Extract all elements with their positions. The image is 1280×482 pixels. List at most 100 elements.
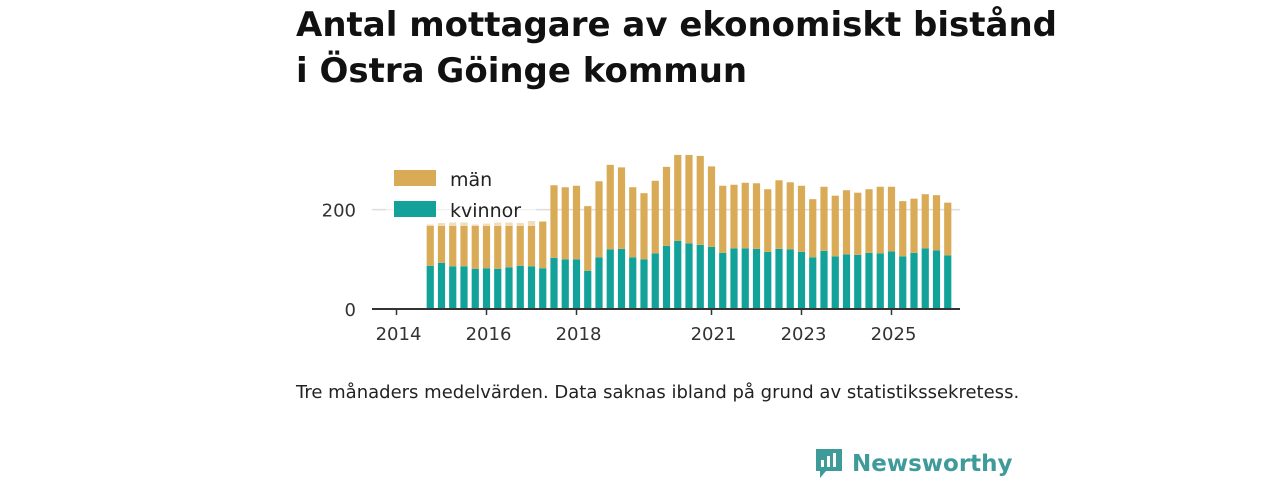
bar-man-2022-Q1 xyxy=(752,183,761,249)
bar-kvinnor-2025-Q1 xyxy=(887,251,896,309)
bar-kvinnor-2025-Q3 xyxy=(910,252,918,309)
bar-kvinnor-2019-Q2 xyxy=(629,257,637,309)
bar-man-2016-Q4 xyxy=(516,223,524,266)
bar-kvinnor-2017-Q3 xyxy=(550,257,558,309)
chart-title-line-1: Antal mottagare av ekonomiskt bistånd xyxy=(296,5,1057,45)
bar-man-2026-Q1 xyxy=(932,195,941,251)
bar-man-2015-Q4 xyxy=(471,224,479,269)
bar-man-2017-Q2 xyxy=(539,221,547,269)
bar-man-2019-Q3 xyxy=(640,193,648,260)
bar-man-2018-Q3 xyxy=(595,181,603,258)
bar-man-2021-Q4 xyxy=(741,182,749,249)
bar-kvinnor-2016-Q3 xyxy=(505,267,513,309)
bar-kvinnor-2021-Q2 xyxy=(719,252,727,309)
bar-kvinnor-2017-Q1 xyxy=(527,266,536,309)
bar-kvinnor-2023-Q2 xyxy=(809,257,817,309)
bar-chart: män kvinnor 0 200 2014 2016 2018 2021 2023 2025 xyxy=(322,154,960,345)
legend: män kvinnor xyxy=(386,160,536,226)
bar-man-2017-Q4 xyxy=(561,187,569,260)
bar-kvinnor-2015-Q3 xyxy=(460,266,468,309)
bar-man-2021-Q1 xyxy=(707,166,716,247)
bar-man-2024-Q2 xyxy=(854,192,862,255)
bar-man-2020-Q3 xyxy=(685,154,693,244)
legend-label-män: män xyxy=(450,169,492,191)
bar-man-2025-Q2 xyxy=(899,201,907,257)
bar-kvinnor-2017-Q4 xyxy=(561,259,569,309)
bars xyxy=(426,154,952,309)
bar-man-2023-Q2 xyxy=(809,199,817,258)
bar-man-2025-Q4 xyxy=(921,194,929,249)
bar-kvinnor-2026-Q1 xyxy=(932,250,941,309)
bar-man-2015-Q1 xyxy=(437,223,446,263)
bar-kvinnor-2015-Q2 xyxy=(449,266,457,309)
bar-kvinnor-2023-Q3 xyxy=(820,250,828,309)
bar-man-2020-Q2 xyxy=(674,154,682,241)
bar-kvinnor-2016-Q4 xyxy=(516,265,524,309)
brand-name: Newsworthy xyxy=(852,451,1013,477)
bar-man-2019-Q4 xyxy=(651,180,659,254)
bar-kvinnor-2023-Q4 xyxy=(831,256,839,309)
bar-man-2014-Q4 xyxy=(426,224,434,266)
bar-man-2015-Q3 xyxy=(460,222,468,267)
bar-kvinnor-2018-Q2 xyxy=(584,270,592,309)
bar-man-2021-Q2 xyxy=(719,185,727,253)
bar-man-2019-Q1 xyxy=(617,167,626,249)
bar-man-2025-Q1 xyxy=(887,186,896,252)
bar-man-2017-Q1 xyxy=(527,221,536,267)
bar-man-2023-Q4 xyxy=(831,195,839,257)
bar-kvinnor-2020-Q3 xyxy=(685,243,693,309)
bar-kvinnor-2019-Q3 xyxy=(640,259,648,309)
bar-kvinnor-2018-Q1 xyxy=(572,259,581,309)
bar-kvinnor-2014-Q4 xyxy=(426,265,434,309)
bar-man-2024-Q4 xyxy=(876,186,884,254)
bar-kvinnor-2019-Q4 xyxy=(651,253,659,309)
chart-title-line-2: i Östra Göinge kommun xyxy=(296,51,748,91)
x-tick-label: 2014 xyxy=(376,324,422,345)
chart-title: Antal mottagare av ekonomiskt bistånd i … xyxy=(296,2,1057,94)
bar-man-2022-Q2 xyxy=(764,189,772,252)
y-tick-label: 200 xyxy=(322,201,356,222)
x-tick-label: 2018 xyxy=(556,324,602,345)
x-tick-label: 2025 xyxy=(871,324,917,345)
bar-kvinnor-2016-Q1 xyxy=(482,268,491,309)
chart-caption: Tre månaders medelvärden. Data saknas ib… xyxy=(296,382,1020,403)
bar-kvinnor-2024-Q2 xyxy=(854,254,862,309)
bar-man-2023-Q1 xyxy=(797,185,806,252)
bar-kvinnor-2020-Q2 xyxy=(674,240,682,309)
bar-kvinnor-2022-Q1 xyxy=(752,248,761,309)
legend-swatch-män xyxy=(394,170,436,186)
bar-kvinnor-2015-Q4 xyxy=(471,268,479,309)
bar-man-2016-Q2 xyxy=(494,222,502,269)
bar-man-2018-Q1 xyxy=(572,185,581,260)
bar-man-2015-Q2 xyxy=(449,222,457,267)
bar-kvinnor-2021-Q4 xyxy=(741,248,749,309)
bar-man-2024-Q3 xyxy=(865,189,873,253)
bar-kvinnor-2024-Q1 xyxy=(842,254,851,309)
bar-man-2016-Q1 xyxy=(482,223,491,269)
bar-kvinnor-2020-Q4 xyxy=(696,244,704,309)
newsworthy-logo: Newsworthy xyxy=(814,446,1013,482)
bar-man-2022-Q3 xyxy=(775,180,783,249)
bar-kvinnor-2025-Q4 xyxy=(921,248,929,309)
bar-man-2019-Q2 xyxy=(629,187,637,258)
bar-man-2025-Q3 xyxy=(910,198,918,253)
bar-chart-speech-bubble-icon xyxy=(816,449,842,478)
bar-kvinnor-2021-Q3 xyxy=(730,248,738,309)
bar-man-2020-Q1 xyxy=(662,166,671,246)
bar-kvinnor-2024-Q4 xyxy=(876,253,884,309)
bar-kvinnor-2023-Q1 xyxy=(797,251,806,309)
bar-kvinnor-2025-Q2 xyxy=(899,256,907,309)
bar-kvinnor-2026-Q2 xyxy=(944,255,952,309)
bar-man-2023-Q3 xyxy=(820,186,828,251)
bar-man-2018-Q2 xyxy=(584,206,592,271)
bar-kvinnor-2024-Q3 xyxy=(865,252,873,309)
bar-kvinnor-2017-Q2 xyxy=(539,268,547,309)
bar-man-2024-Q1 xyxy=(842,190,851,255)
bar-kvinnor-2021-Q1 xyxy=(707,246,716,309)
x-tick-label: 2023 xyxy=(781,324,827,345)
bar-kvinnor-2022-Q3 xyxy=(775,248,783,309)
bar-kvinnor-2022-Q2 xyxy=(764,251,772,309)
legend-swatch-kvinnor xyxy=(394,201,436,217)
bar-kvinnor-2022-Q4 xyxy=(786,249,794,309)
bar-man-2026-Q2 xyxy=(944,202,952,256)
